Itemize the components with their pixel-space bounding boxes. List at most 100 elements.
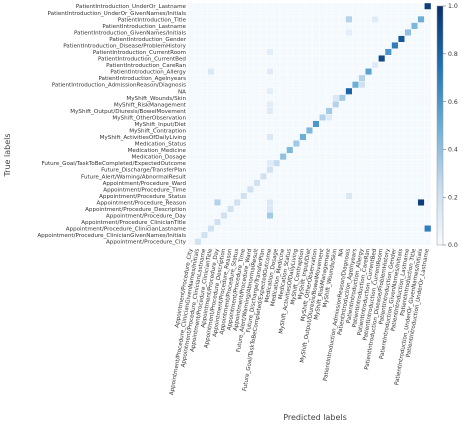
heatmap-cell xyxy=(227,107,235,115)
heatmap-cell xyxy=(214,48,222,56)
heatmap-cell xyxy=(325,81,333,89)
heatmap-cell xyxy=(332,35,340,43)
heatmap-cell xyxy=(187,127,195,134)
heatmap-cell xyxy=(299,127,307,134)
heatmap-cell xyxy=(240,120,248,128)
heatmap-cell xyxy=(279,133,287,141)
heatmap-cell xyxy=(273,205,281,213)
heatmap-cell xyxy=(352,146,359,154)
heatmap-cell xyxy=(384,153,392,161)
heatmap-cell xyxy=(397,166,405,174)
heatmap-cell xyxy=(292,100,300,108)
heatmap-cell xyxy=(233,238,241,246)
heatmap-cell xyxy=(384,35,392,43)
heatmap-cell xyxy=(411,42,419,49)
heatmap-cell xyxy=(194,68,202,76)
heatmap-cell xyxy=(306,42,313,49)
heatmap-cell xyxy=(253,153,261,161)
heatmap-cell xyxy=(286,74,294,82)
heatmap-cell xyxy=(292,159,300,167)
heatmap-cell xyxy=(312,238,320,246)
heatmap-cell xyxy=(332,225,340,233)
heatmap-cell xyxy=(371,225,379,233)
heatmap-cell xyxy=(214,133,222,141)
heatmap-cell xyxy=(299,48,307,56)
heatmap-cell xyxy=(397,212,405,220)
heatmap-cell xyxy=(404,140,412,148)
heatmap-cell xyxy=(417,159,425,167)
heatmap-cell xyxy=(352,35,359,43)
heatmap-cell xyxy=(260,114,267,121)
heatmap-cell xyxy=(260,68,267,76)
heatmap-cell xyxy=(338,22,346,30)
heatmap-cell xyxy=(338,192,346,200)
heatmap-cell xyxy=(292,146,300,154)
heatmap-cell xyxy=(227,15,235,23)
heatmap-cell xyxy=(253,100,261,108)
heatmap-cell xyxy=(253,94,261,102)
heatmap-cell xyxy=(365,159,373,167)
y-tick-label: MyShift_Wounds/Skin xyxy=(126,96,186,102)
heatmap-cell xyxy=(417,238,425,246)
heatmap-cell xyxy=(306,140,313,148)
heatmap-cell xyxy=(207,74,215,82)
heatmap-cell xyxy=(404,238,412,246)
heatmap-cell xyxy=(220,179,228,187)
heatmap-cell xyxy=(338,225,346,233)
heatmap-cell xyxy=(424,127,432,134)
heatmap-cell xyxy=(292,205,300,213)
heatmap-cell xyxy=(266,179,274,187)
heatmap-cell xyxy=(378,120,386,128)
heatmap-cell xyxy=(312,94,320,102)
heatmap-cell xyxy=(397,159,405,167)
heatmap-cell xyxy=(391,28,399,36)
heatmap-cell xyxy=(299,55,307,63)
heatmap-cell xyxy=(397,218,405,226)
heatmap-cell xyxy=(220,212,228,220)
heatmap-cell xyxy=(371,15,379,23)
heatmap-cell xyxy=(338,179,346,187)
heatmap-cell xyxy=(187,120,195,128)
heatmap-cell xyxy=(207,107,215,115)
heatmap-cell xyxy=(200,205,208,213)
heatmap-cell xyxy=(260,199,267,206)
heatmap-cell xyxy=(194,212,202,220)
heatmap-cell xyxy=(233,81,241,89)
heatmap-cell xyxy=(365,238,373,246)
heatmap-cell xyxy=(424,2,432,10)
heatmap-cell xyxy=(365,166,373,174)
heatmap-cell xyxy=(253,166,261,174)
heatmap-cell xyxy=(378,192,386,200)
heatmap-cell xyxy=(312,22,320,30)
heatmap-cell xyxy=(240,2,248,10)
heatmap-cell xyxy=(397,133,405,141)
heatmap-cell xyxy=(411,172,419,180)
heatmap-cell xyxy=(240,153,248,161)
heatmap-cell xyxy=(352,61,359,69)
heatmap-cell xyxy=(246,212,254,220)
heatmap-cell xyxy=(332,212,340,220)
heatmap-cell xyxy=(273,107,281,115)
y-tick-label: PatientIntroduction_UnderOr_GivenNames/I… xyxy=(48,11,187,17)
heatmap-cell xyxy=(273,55,281,63)
heatmap-cell xyxy=(246,35,254,43)
heatmap-cell xyxy=(404,2,412,10)
heatmap-cell xyxy=(273,153,281,161)
heatmap-cell xyxy=(306,212,313,220)
heatmap-cell xyxy=(279,205,287,213)
heatmap-cell xyxy=(411,61,419,69)
y-tick-label: Appointment/Procedure_Status xyxy=(99,194,186,200)
heatmap-cell xyxy=(404,74,412,82)
heatmap-cell xyxy=(404,68,412,76)
heatmap-cell xyxy=(299,120,307,128)
heatmap-cell xyxy=(306,166,313,174)
heatmap-cell xyxy=(312,166,320,174)
heatmap-cell xyxy=(246,166,254,174)
heatmap-cell xyxy=(391,107,399,115)
heatmap-cell xyxy=(345,238,353,246)
heatmap-cell xyxy=(260,2,267,10)
heatmap-cell xyxy=(187,192,195,200)
heatmap-cell xyxy=(312,159,320,167)
heatmap-cell xyxy=(338,238,346,246)
heatmap-cell xyxy=(253,199,261,206)
